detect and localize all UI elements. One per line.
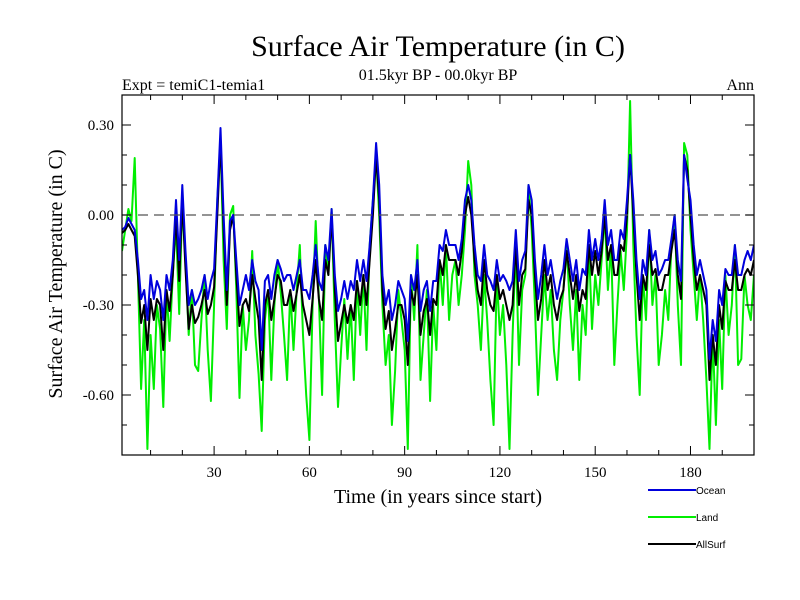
- x-tick-label: 180: [679, 465, 702, 481]
- period-label: 01.5kyr BP - 00.0kyr BP: [359, 67, 518, 84]
- series-line-ocean: [122, 127, 754, 360]
- x-tick-label: 30: [207, 465, 222, 481]
- x-tick-label: 150: [584, 465, 607, 481]
- y-tick-label: -0.30: [83, 298, 114, 314]
- series-line-allsurf: [122, 139, 754, 381]
- chart-title: Surface Air Temperature (in C): [251, 30, 625, 63]
- x-axis-label: Time (in years since start): [334, 486, 542, 508]
- season-label: Ann: [726, 77, 754, 94]
- x-tick-label: 120: [489, 465, 512, 481]
- y-tick-label: -0.60: [83, 388, 114, 404]
- legend-label-ocean: Ocean: [696, 486, 725, 497]
- plot-frame: [121, 94, 755, 456]
- legend-label-allsurf: AllSurf: [696, 540, 726, 551]
- experiment-label: Expt = temiC1-temia1: [122, 77, 265, 94]
- x-tick-label: 90: [397, 465, 412, 481]
- y-axis-label: Surface Air Temperature (in C): [45, 149, 67, 398]
- legend-label-land: Land: [696, 513, 718, 524]
- y-tick-label: 0.00: [88, 208, 114, 224]
- y-tick-label: 0.30: [88, 118, 114, 134]
- x-tick-label: 60: [302, 465, 317, 481]
